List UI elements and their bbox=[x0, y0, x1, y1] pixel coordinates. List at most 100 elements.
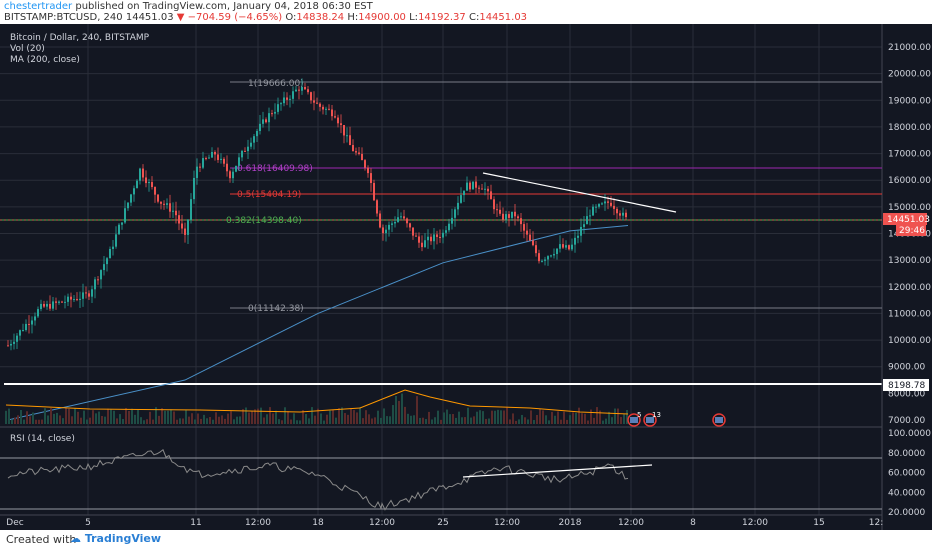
volume-bar bbox=[356, 412, 358, 424]
last-price: 14451.03 bbox=[125, 12, 174, 23]
candle-body bbox=[514, 211, 516, 217]
candle-body bbox=[328, 108, 330, 110]
rsi-tick-label: 100.0000 bbox=[888, 429, 931, 439]
volume-bar bbox=[137, 409, 139, 424]
volume-bar bbox=[368, 414, 370, 424]
volume-bar bbox=[80, 417, 82, 424]
rsi-tick-label: 80.0000 bbox=[888, 449, 925, 459]
candle-body bbox=[25, 323, 27, 331]
volume-bar bbox=[611, 417, 613, 424]
candle-body bbox=[445, 230, 447, 233]
time-axis[interactable]: Dec 5 11 12:00 18 12:00 25 12:00 2018 12:00 8 12:00… bbox=[6, 518, 883, 528]
volume-bar bbox=[536, 414, 538, 424]
volume-bar bbox=[614, 408, 616, 424]
volume-bar bbox=[275, 410, 277, 424]
volume-bar bbox=[509, 419, 511, 424]
candle-body bbox=[550, 255, 552, 257]
volume-bar bbox=[221, 415, 223, 424]
volume-bar bbox=[584, 413, 586, 424]
candle-body bbox=[529, 234, 531, 241]
candle-body bbox=[70, 296, 72, 300]
volume-bar bbox=[500, 410, 502, 424]
candle-body bbox=[181, 223, 183, 229]
candle-body bbox=[592, 206, 594, 216]
volume-bar bbox=[128, 411, 130, 424]
candle-body bbox=[178, 215, 180, 224]
event-markers[interactable]: 5 13 bbox=[627, 411, 726, 427]
last-price-tag-text: 14451.03 bbox=[887, 215, 930, 225]
volume-bar bbox=[347, 414, 349, 424]
volume-bar bbox=[494, 410, 496, 424]
volume-bar bbox=[386, 416, 388, 424]
volume-bar bbox=[293, 413, 295, 424]
publish-header: chestertrader published on TradingView.c… bbox=[0, 0, 932, 24]
candle-body bbox=[175, 210, 177, 216]
candle-body bbox=[394, 221, 396, 224]
candle-body bbox=[313, 100, 315, 103]
candle-body bbox=[109, 248, 111, 259]
volume-value-text: 8198.78 bbox=[888, 381, 925, 391]
volume-bar bbox=[569, 415, 571, 424]
fib-retracement[interactable]: 1(19666.00) 0.618(16409.98) 0.5(15404.19… bbox=[0, 79, 882, 314]
volume-bar bbox=[338, 408, 340, 424]
rsi-trendline[interactable] bbox=[462, 464, 653, 478]
close-value: 14451.03 bbox=[479, 12, 528, 23]
candle-body bbox=[556, 248, 558, 255]
price-tick-label: 16000.00 bbox=[888, 176, 931, 186]
candle-body bbox=[538, 253, 540, 262]
candle-body bbox=[253, 136, 255, 143]
volume-value-tag bbox=[883, 379, 929, 391]
volume-bar bbox=[254, 409, 256, 424]
candle-body bbox=[34, 316, 36, 321]
tradingview-logo[interactable]: ☁ TradingView bbox=[70, 532, 162, 545]
volume-bar bbox=[311, 407, 313, 424]
candle-body bbox=[337, 117, 339, 124]
rsi-tick-label: 40.0000 bbox=[888, 488, 925, 498]
volume-bar bbox=[341, 407, 343, 424]
candle-body bbox=[331, 109, 333, 117]
volume-bar bbox=[134, 414, 136, 424]
candle-body bbox=[202, 158, 204, 168]
candle-body bbox=[211, 152, 213, 158]
candle-body bbox=[553, 254, 555, 256]
volume-bar bbox=[515, 420, 517, 424]
rsi-axis[interactable]: 100.0000 80.0000 60.0000 40.0000 20.0000 bbox=[888, 429, 931, 518]
author-link[interactable]: chestertrader bbox=[4, 1, 73, 12]
candle-body bbox=[505, 214, 507, 220]
candle-body bbox=[49, 303, 51, 309]
volume-bar bbox=[242, 409, 244, 424]
chart-area[interactable]: 1(19666.00) 0.618(16409.98) 0.5(15404.19… bbox=[0, 24, 932, 530]
volume-bar bbox=[188, 416, 190, 424]
time-tick-label: 12:00 bbox=[494, 518, 520, 528]
chart-svg[interactable]: 1(19666.00) 0.618(16409.98) 0.5(15404.19… bbox=[0, 24, 932, 530]
candle-body bbox=[388, 224, 390, 230]
volume-bar bbox=[308, 418, 310, 424]
volume-bar bbox=[218, 416, 220, 424]
candle-body bbox=[403, 216, 405, 219]
volume-bar bbox=[425, 419, 427, 424]
volume-bar bbox=[101, 416, 103, 424]
volume-bar bbox=[467, 407, 469, 424]
volume-bar bbox=[287, 411, 289, 424]
close-label: C: bbox=[468, 12, 480, 23]
candle-body bbox=[364, 160, 366, 168]
candle-body bbox=[547, 256, 549, 260]
candle-body bbox=[157, 194, 159, 202]
volume-bar bbox=[416, 396, 418, 424]
volume-bar bbox=[182, 418, 184, 424]
candle-body bbox=[235, 165, 237, 172]
volume-bar bbox=[161, 408, 163, 424]
volume-bar bbox=[17, 415, 19, 424]
candle-body bbox=[97, 279, 99, 281]
time-tick-label: 12:00 bbox=[742, 518, 768, 528]
volume-bar bbox=[11, 419, 13, 424]
volume-bar bbox=[224, 418, 226, 424]
volume-bar bbox=[272, 413, 274, 424]
volume-bar bbox=[470, 417, 472, 424]
volume-bar bbox=[404, 406, 406, 424]
price-trendline[interactable] bbox=[482, 172, 677, 213]
candle-body bbox=[151, 182, 153, 188]
high-label: H: bbox=[347, 12, 359, 23]
candle-body bbox=[184, 228, 186, 235]
candle-body bbox=[265, 119, 267, 123]
